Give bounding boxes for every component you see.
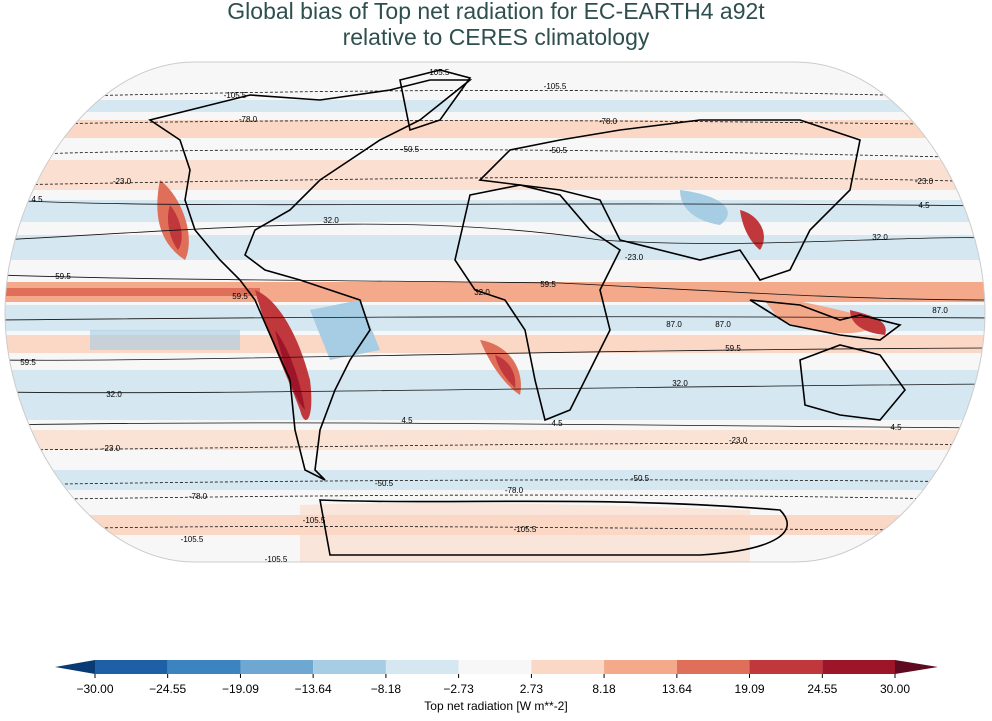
contour-label: 32.0 xyxy=(323,216,339,225)
contour-label: 32.0 xyxy=(672,379,688,388)
colorbar-swatch xyxy=(95,660,168,674)
contour-labels: -105.5 -105.5 -105.5 -78.0 -78.0 -50.5 -50.5 -2… xyxy=(20,68,948,564)
colorbar-tick-label: −19.09 xyxy=(222,682,259,696)
contour-label: -50.5 xyxy=(631,474,650,483)
colorbar-tick-label: 24.55 xyxy=(807,682,837,696)
contour-label: -50.5 xyxy=(549,146,568,155)
contour-label: 59.5 xyxy=(232,292,248,301)
contour-label: -23.0 xyxy=(625,253,644,262)
contour-label: -105.5 xyxy=(303,516,326,525)
contour-label: 32.0 xyxy=(106,390,122,399)
contour-label: -78.0 xyxy=(505,486,524,495)
contour-label: 59.5 xyxy=(725,344,741,353)
colorbar-tick-label: 8.18 xyxy=(592,682,616,696)
colorbar-swatch xyxy=(749,660,823,674)
contour-label: 4.5 xyxy=(401,416,413,425)
contour-label: 59.5 xyxy=(540,280,556,289)
contour-label: -105.5 xyxy=(544,82,567,91)
colorbar-tick-label: 30.00 xyxy=(880,682,910,696)
contour-label: -50.5 xyxy=(375,479,394,488)
chart-title: Global bias of Top net radiation for EC-… xyxy=(227,0,765,24)
contour-label: -23.0 xyxy=(102,444,121,453)
contour-label: 4.5 xyxy=(918,201,930,210)
contour-label: -78.0 xyxy=(599,117,618,126)
contour-label: -50.5 xyxy=(401,145,420,154)
contour-label: 87.0 xyxy=(932,306,948,315)
map-field xyxy=(5,62,985,562)
contour-label: -105.5 xyxy=(514,525,537,534)
colorbar-swatch xyxy=(167,660,241,674)
colorbar-tick-label: 13.64 xyxy=(662,682,692,696)
colorbar-swatch xyxy=(313,660,386,674)
contour-label: -78.0 xyxy=(239,115,258,124)
contour-label: -105.5 xyxy=(427,68,450,77)
contour-label: -23.0 xyxy=(113,177,132,186)
colorbar-extend xyxy=(55,660,95,674)
contour-label: 87.0 xyxy=(715,320,731,329)
colorbar-swatch xyxy=(604,660,677,674)
colorbar-extend xyxy=(895,660,938,674)
contour-label: -105.5 xyxy=(265,555,288,564)
map-frame xyxy=(4,61,986,563)
colorbar-tick-label: −2.73 xyxy=(443,682,474,696)
contour-label: 4.5 xyxy=(31,195,43,204)
colorbar-tick-label: −13.64 xyxy=(295,682,332,696)
chart-title: relative to CERES climatology xyxy=(343,24,650,50)
contour-label: 32.0 xyxy=(872,233,888,242)
colorbar-tick-label: 2.73 xyxy=(520,682,544,696)
contour-label: 59.5 xyxy=(20,358,36,367)
contour-label: -105.5 xyxy=(181,535,204,544)
contour-label: -78.0 xyxy=(189,492,208,501)
colorbar-swatch xyxy=(240,660,314,674)
contour-label: -23.0 xyxy=(729,436,748,445)
colorbar-label: Top net radiation [W m**-2] xyxy=(424,699,567,713)
colorbar-swatch xyxy=(531,660,605,674)
contour-label: -105.5 xyxy=(224,91,247,100)
colorbar-swatch xyxy=(458,660,532,674)
colorbar-tick-label: −8.18 xyxy=(371,682,402,696)
contour-label: -23.0 xyxy=(915,177,934,186)
colorbar-tick-label: −30.00 xyxy=(76,682,113,696)
contour-label: 4.5 xyxy=(890,423,902,432)
colorbar-tick-label: 19.09 xyxy=(735,682,765,696)
colorbar-swatch xyxy=(385,660,459,674)
contour-label: 59.5 xyxy=(55,272,71,281)
contour-label: 87.0 xyxy=(666,320,682,329)
colorbar-swatch xyxy=(676,660,750,674)
colorbar-tick-label: −24.55 xyxy=(149,682,186,696)
colorbar-swatch xyxy=(822,660,895,674)
contour-label: 4.5 xyxy=(551,419,563,428)
colorbar: −30.00 −24.55 −19.09 −13.64 −8.18 −2.73 2.73 8.… xyxy=(55,660,938,696)
contour-label: 32.0 xyxy=(474,288,490,297)
